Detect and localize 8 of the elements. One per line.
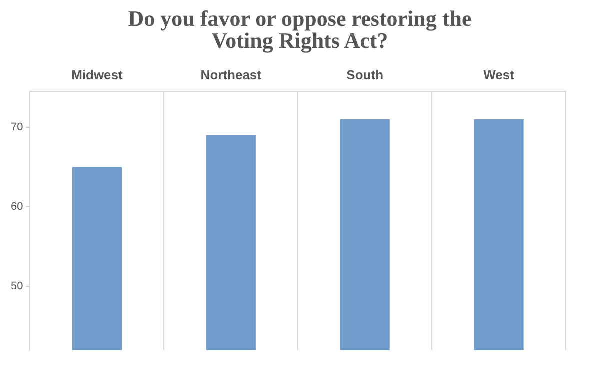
- y-tick-label: 60: [10, 201, 24, 214]
- x-tick-label: South: [346, 67, 384, 82]
- chart-title: Do you favor or oppose restoring the Voting Rights Act?: [127, 6, 473, 55]
- x-tick-label: Northeast: [200, 67, 262, 82]
- y-tick-label: 70: [10, 121, 24, 134]
- x-tick-label: Midwest: [72, 67, 124, 82]
- y-tick-label: 50: [10, 280, 24, 293]
- x-tick-label: West: [484, 67, 516, 82]
